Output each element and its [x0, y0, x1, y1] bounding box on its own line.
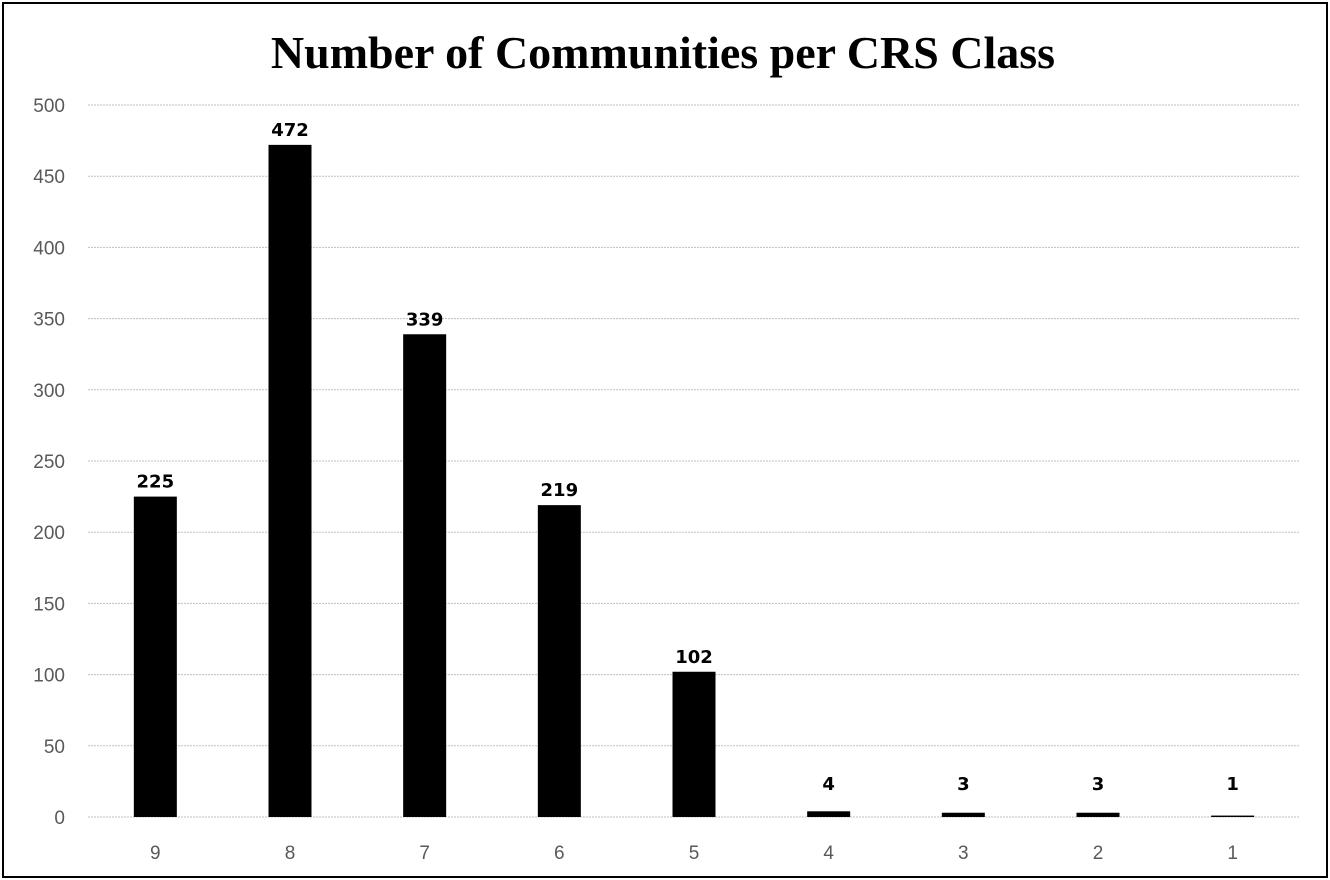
data-label: 472	[271, 120, 309, 141]
bar-class-2	[1076, 812, 1120, 817]
y-tick-label: 450	[33, 167, 65, 188]
x-tick-label: 3	[958, 843, 969, 864]
bar-class-1	[1211, 815, 1255, 817]
data-label: 219	[541, 480, 579, 501]
x-tick-label: 1	[1227, 843, 1238, 864]
bar-class-5	[672, 671, 716, 817]
data-label: 3	[1092, 774, 1105, 795]
x-tick-label: 4	[823, 843, 834, 864]
x-tick-label: 9	[150, 843, 161, 864]
y-tick-label: 300	[33, 381, 65, 402]
y-tick-label: 400	[33, 238, 65, 259]
y-tick-label: 250	[33, 452, 65, 473]
bar-class-9	[133, 496, 177, 817]
bar-class-8	[268, 144, 312, 817]
bar-class-3	[941, 812, 985, 817]
data-label: 102	[675, 647, 713, 668]
y-axis-ticks: 0 50 100 150 200 250 300 350 400 450 500	[33, 96, 65, 829]
x-tick-label: 8	[285, 843, 296, 864]
x-tick-label: 6	[554, 843, 565, 864]
y-tick-label: 0	[54, 808, 65, 829]
x-tick-label: 5	[689, 843, 700, 864]
bar-class-7	[403, 334, 447, 817]
data-label: 4	[822, 774, 835, 795]
data-label: 339	[406, 309, 444, 330]
x-tick-label: 2	[1093, 843, 1104, 864]
y-tick-label: 500	[33, 96, 65, 117]
bar-class-4	[807, 811, 851, 817]
y-tick-label: 150	[33, 594, 65, 615]
bars: 225 472 339 219 102 4 3 3 1	[133, 120, 1255, 817]
y-tick-label: 100	[33, 666, 65, 687]
y-tick-label: 50	[44, 737, 65, 758]
chart-title: Number of Communities per CRS Class	[270, 27, 1056, 78]
bar-class-6	[537, 505, 581, 817]
data-label: 225	[137, 472, 175, 493]
x-axis-ticks: 9 8 7 6 5 4 3 2 1	[150, 843, 1238, 864]
data-label: 3	[957, 774, 970, 795]
y-tick-label: 350	[33, 310, 65, 331]
x-tick-label: 7	[419, 843, 430, 864]
data-label: 1	[1226, 774, 1239, 795]
y-tick-label: 200	[33, 523, 65, 544]
